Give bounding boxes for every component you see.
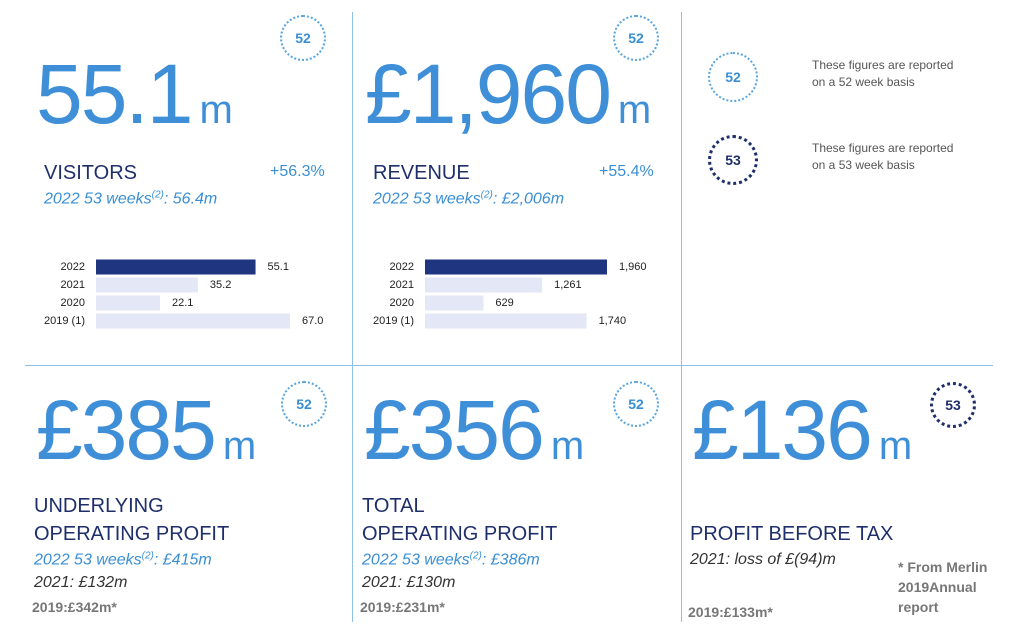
kpi-label: OPERATING PROFIT <box>34 523 230 545</box>
bar <box>96 277 198 293</box>
bar <box>96 259 256 275</box>
value-label: 1,740 <box>599 315 627 327</box>
badge-label: 52 <box>725 69 741 85</box>
kpi-note: 2022 53 weeks(2): 56.4m <box>44 190 217 207</box>
kpi-label: OPERATING PROFIT <box>362 523 558 545</box>
value-label: 35.2 <box>210 279 231 291</box>
kpi-prior: 2021: loss of £(94)m <box>690 551 836 568</box>
kpi-unit: m <box>550 424 585 468</box>
value-label: 629 <box>495 297 513 309</box>
kpi-label: UNDERLYING <box>34 495 164 517</box>
week-badge: 52 <box>613 381 659 427</box>
kpi-number: £385 <box>36 383 217 477</box>
legend-text: on a 53 week basis <box>812 158 915 172</box>
value-label: 1,960 <box>619 261 647 273</box>
week-badge: 53 <box>708 135 758 185</box>
note-text: : £2,006m <box>492 190 565 208</box>
year-label: 2019 (1) <box>373 315 414 327</box>
kpi-extra: 2019:£231m* <box>360 599 445 615</box>
note-text: : £415m <box>153 551 212 569</box>
year-label: 2021 <box>390 279 414 291</box>
year-label: 2022 <box>390 261 414 273</box>
kpi-number: £136 <box>692 383 873 477</box>
week-badge: 52 <box>280 15 326 61</box>
bar <box>425 295 484 311</box>
badge-label: 52 <box>296 396 312 412</box>
kpi-number: £1,960 <box>365 47 612 141</box>
kpi-value: £356 m <box>364 388 584 472</box>
note-text: 2022 53 weeks <box>362 551 470 569</box>
note-text: 2022 53 weeks <box>34 551 142 569</box>
bar <box>96 313 290 329</box>
week-badge: 52 <box>281 381 327 427</box>
footnote: 2019Annual <box>898 579 977 595</box>
kpi-number: 55.1 <box>36 47 193 141</box>
kpi-note: 2022 53 weeks(2): £415m <box>34 551 212 568</box>
legend-text: on a 52 week basis <box>812 75 915 89</box>
year-label: 2021 <box>61 279 85 291</box>
kpi-unit: m <box>617 88 652 132</box>
kpi-label: TOTAL <box>362 495 425 517</box>
note-sup: (2) <box>480 189 493 201</box>
kpi-prior: 2021: £130m <box>362 574 456 591</box>
bar <box>96 295 160 311</box>
value-label: 1,261 <box>554 279 582 291</box>
note-text: : 56.4m <box>163 190 218 208</box>
badge-label: 52 <box>628 30 644 46</box>
year-label: 2019 (1) <box>44 315 85 327</box>
kpi-value: £1,960 m <box>365 52 651 136</box>
divider <box>352 12 353 622</box>
week-badge: 53 <box>930 382 976 428</box>
bar <box>425 313 587 329</box>
kpi-label: VISITORS <box>44 162 137 184</box>
kpi-extra: 2019:£133m* <box>688 604 773 620</box>
kpi-value: £136 m <box>692 388 912 472</box>
kpi-unit: m <box>222 424 257 468</box>
kpi-value: £385 m <box>36 388 256 472</box>
value-label: 55.1 <box>268 261 289 273</box>
kpi-number: £356 <box>364 383 545 477</box>
kpi-unit: m <box>199 88 233 132</box>
divider <box>681 12 682 622</box>
footnote: report <box>898 599 939 615</box>
note-sup: (2) <box>469 550 482 562</box>
badge-label: 53 <box>725 152 741 168</box>
kpi-label: PROFIT BEFORE TAX <box>690 523 894 545</box>
kpi-change: +56.3% <box>270 163 325 180</box>
note-text: : £386m <box>481 551 540 569</box>
note-sup: (2) <box>151 189 164 201</box>
year-label: 2022 <box>61 261 85 273</box>
badge-label: 52 <box>628 396 644 412</box>
kpi-note: 2022 53 weeks(2): £2,006m <box>373 190 564 207</box>
kpi-prior: 2021: £132m <box>34 574 128 591</box>
note-sup: (2) <box>141 550 154 562</box>
legend-text: These figures are reported <box>812 58 954 72</box>
value-label: 67.0 <box>302 315 323 327</box>
legend-text: These figures are reported <box>812 141 954 155</box>
divider <box>25 365 993 366</box>
year-label: 2020 <box>390 297 414 309</box>
year-label: 2020 <box>61 297 85 309</box>
note-text: 2022 53 weeks <box>44 190 152 208</box>
badge-label: 53 <box>945 397 961 413</box>
badge-label: 52 <box>295 30 311 46</box>
kpi-note: 2022 53 weeks(2): £386m <box>362 551 540 568</box>
kpi-value: 55.1 m <box>36 52 233 136</box>
week-badge: 52 <box>613 15 659 61</box>
bar <box>425 259 607 275</box>
kpi-extra: 2019:£342m* <box>32 599 117 615</box>
footnote: * From Merlin <box>898 559 988 575</box>
bar <box>425 277 543 293</box>
kpi-label: REVENUE <box>373 162 470 184</box>
value-label: 22.1 <box>172 297 193 309</box>
note-text: 2022 53 weeks <box>373 190 481 208</box>
kpi-unit: m <box>878 424 913 468</box>
week-badge: 52 <box>708 52 758 102</box>
kpi-change: +55.4% <box>599 163 654 180</box>
